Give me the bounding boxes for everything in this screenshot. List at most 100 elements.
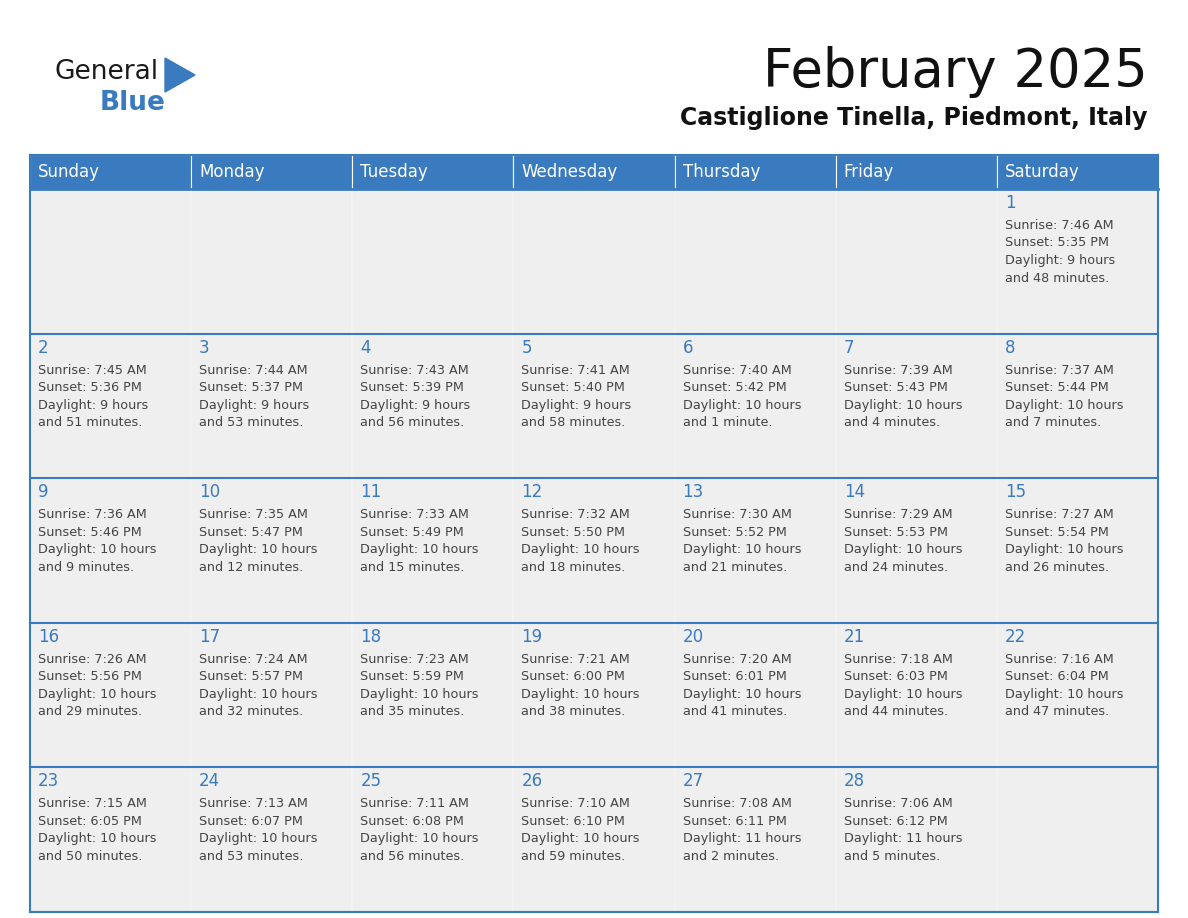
Text: 12: 12 xyxy=(522,483,543,501)
Text: Sunrise: 7:06 AM
Sunset: 6:12 PM
Daylight: 11 hours
and 5 minutes.: Sunrise: 7:06 AM Sunset: 6:12 PM Dayligh… xyxy=(843,798,962,863)
Text: 9: 9 xyxy=(38,483,49,501)
Text: Friday: Friday xyxy=(843,163,893,181)
Polygon shape xyxy=(191,767,353,912)
Text: 11: 11 xyxy=(360,483,381,501)
Text: Sunrise: 7:40 AM
Sunset: 5:42 PM
Daylight: 10 hours
and 1 minute.: Sunrise: 7:40 AM Sunset: 5:42 PM Dayligh… xyxy=(683,364,801,429)
Polygon shape xyxy=(353,333,513,478)
Polygon shape xyxy=(30,478,191,622)
Text: 15: 15 xyxy=(1005,483,1026,501)
Text: Thursday: Thursday xyxy=(683,163,760,181)
Polygon shape xyxy=(353,767,513,912)
Polygon shape xyxy=(30,333,191,478)
Text: Sunrise: 7:08 AM
Sunset: 6:11 PM
Daylight: 11 hours
and 2 minutes.: Sunrise: 7:08 AM Sunset: 6:11 PM Dayligh… xyxy=(683,798,801,863)
Text: 4: 4 xyxy=(360,339,371,356)
Text: Sunrise: 7:26 AM
Sunset: 5:56 PM
Daylight: 10 hours
and 29 minutes.: Sunrise: 7:26 AM Sunset: 5:56 PM Dayligh… xyxy=(38,653,157,718)
Polygon shape xyxy=(835,478,997,622)
Polygon shape xyxy=(513,478,675,622)
Polygon shape xyxy=(675,155,835,189)
Polygon shape xyxy=(191,155,353,189)
Polygon shape xyxy=(513,767,675,912)
Polygon shape xyxy=(353,189,513,333)
Text: 25: 25 xyxy=(360,772,381,790)
Text: 6: 6 xyxy=(683,339,693,356)
Polygon shape xyxy=(30,767,191,912)
Text: Sunrise: 7:11 AM
Sunset: 6:08 PM
Daylight: 10 hours
and 56 minutes.: Sunrise: 7:11 AM Sunset: 6:08 PM Dayligh… xyxy=(360,798,479,863)
Text: Blue: Blue xyxy=(100,90,166,116)
Text: Sunrise: 7:44 AM
Sunset: 5:37 PM
Daylight: 9 hours
and 53 minutes.: Sunrise: 7:44 AM Sunset: 5:37 PM Dayligh… xyxy=(200,364,309,429)
Text: Sunrise: 7:41 AM
Sunset: 5:40 PM
Daylight: 9 hours
and 58 minutes.: Sunrise: 7:41 AM Sunset: 5:40 PM Dayligh… xyxy=(522,364,632,429)
Text: Sunrise: 7:18 AM
Sunset: 6:03 PM
Daylight: 10 hours
and 44 minutes.: Sunrise: 7:18 AM Sunset: 6:03 PM Dayligh… xyxy=(843,653,962,718)
Text: 22: 22 xyxy=(1005,628,1026,645)
Text: Sunrise: 7:32 AM
Sunset: 5:50 PM
Daylight: 10 hours
and 18 minutes.: Sunrise: 7:32 AM Sunset: 5:50 PM Dayligh… xyxy=(522,509,640,574)
Text: 16: 16 xyxy=(38,628,59,645)
Text: 17: 17 xyxy=(200,628,220,645)
Text: 18: 18 xyxy=(360,628,381,645)
Text: Sunrise: 7:30 AM
Sunset: 5:52 PM
Daylight: 10 hours
and 21 minutes.: Sunrise: 7:30 AM Sunset: 5:52 PM Dayligh… xyxy=(683,509,801,574)
Polygon shape xyxy=(835,333,997,478)
Polygon shape xyxy=(191,478,353,622)
Text: 2: 2 xyxy=(38,339,49,356)
Polygon shape xyxy=(191,333,353,478)
Polygon shape xyxy=(675,189,835,333)
Text: 3: 3 xyxy=(200,339,210,356)
Text: Sunrise: 7:35 AM
Sunset: 5:47 PM
Daylight: 10 hours
and 12 minutes.: Sunrise: 7:35 AM Sunset: 5:47 PM Dayligh… xyxy=(200,509,317,574)
Text: 5: 5 xyxy=(522,339,532,356)
Polygon shape xyxy=(30,189,191,333)
Polygon shape xyxy=(353,478,513,622)
Text: 26: 26 xyxy=(522,772,543,790)
Polygon shape xyxy=(835,622,997,767)
Text: Sunrise: 7:16 AM
Sunset: 6:04 PM
Daylight: 10 hours
and 47 minutes.: Sunrise: 7:16 AM Sunset: 6:04 PM Dayligh… xyxy=(1005,653,1124,718)
Text: 7: 7 xyxy=(843,339,854,356)
Polygon shape xyxy=(513,622,675,767)
Polygon shape xyxy=(675,622,835,767)
Text: Sunrise: 7:37 AM
Sunset: 5:44 PM
Daylight: 10 hours
and 7 minutes.: Sunrise: 7:37 AM Sunset: 5:44 PM Dayligh… xyxy=(1005,364,1124,429)
Polygon shape xyxy=(675,478,835,622)
Polygon shape xyxy=(997,478,1158,622)
Text: Sunrise: 7:33 AM
Sunset: 5:49 PM
Daylight: 10 hours
and 15 minutes.: Sunrise: 7:33 AM Sunset: 5:49 PM Dayligh… xyxy=(360,509,479,574)
Text: Sunrise: 7:10 AM
Sunset: 6:10 PM
Daylight: 10 hours
and 59 minutes.: Sunrise: 7:10 AM Sunset: 6:10 PM Dayligh… xyxy=(522,798,640,863)
Text: Tuesday: Tuesday xyxy=(360,163,428,181)
Text: 13: 13 xyxy=(683,483,703,501)
Text: February 2025: February 2025 xyxy=(763,46,1148,98)
Polygon shape xyxy=(997,333,1158,478)
Text: Sunrise: 7:39 AM
Sunset: 5:43 PM
Daylight: 10 hours
and 4 minutes.: Sunrise: 7:39 AM Sunset: 5:43 PM Dayligh… xyxy=(843,364,962,429)
Polygon shape xyxy=(997,155,1158,189)
Text: 19: 19 xyxy=(522,628,543,645)
Polygon shape xyxy=(997,189,1158,333)
Polygon shape xyxy=(30,155,191,189)
Text: 27: 27 xyxy=(683,772,703,790)
Text: 1: 1 xyxy=(1005,194,1016,212)
Text: Sunrise: 7:27 AM
Sunset: 5:54 PM
Daylight: 10 hours
and 26 minutes.: Sunrise: 7:27 AM Sunset: 5:54 PM Dayligh… xyxy=(1005,509,1124,574)
Text: 10: 10 xyxy=(200,483,220,501)
Text: 14: 14 xyxy=(843,483,865,501)
Polygon shape xyxy=(513,155,675,189)
Polygon shape xyxy=(30,622,191,767)
Polygon shape xyxy=(835,767,997,912)
Text: Sunrise: 7:15 AM
Sunset: 6:05 PM
Daylight: 10 hours
and 50 minutes.: Sunrise: 7:15 AM Sunset: 6:05 PM Dayligh… xyxy=(38,798,157,863)
Text: 28: 28 xyxy=(843,772,865,790)
Text: Sunrise: 7:24 AM
Sunset: 5:57 PM
Daylight: 10 hours
and 32 minutes.: Sunrise: 7:24 AM Sunset: 5:57 PM Dayligh… xyxy=(200,653,317,718)
Text: Saturday: Saturday xyxy=(1005,163,1080,181)
Polygon shape xyxy=(353,155,513,189)
Polygon shape xyxy=(191,622,353,767)
Text: Sunrise: 7:20 AM
Sunset: 6:01 PM
Daylight: 10 hours
and 41 minutes.: Sunrise: 7:20 AM Sunset: 6:01 PM Dayligh… xyxy=(683,653,801,718)
Text: Sunrise: 7:23 AM
Sunset: 5:59 PM
Daylight: 10 hours
and 35 minutes.: Sunrise: 7:23 AM Sunset: 5:59 PM Dayligh… xyxy=(360,653,479,718)
Polygon shape xyxy=(513,189,675,333)
Text: Castiglione Tinella, Piedmont, Italy: Castiglione Tinella, Piedmont, Italy xyxy=(681,106,1148,130)
Text: Sunrise: 7:46 AM
Sunset: 5:35 PM
Daylight: 9 hours
and 48 minutes.: Sunrise: 7:46 AM Sunset: 5:35 PM Dayligh… xyxy=(1005,219,1116,285)
Polygon shape xyxy=(353,622,513,767)
Polygon shape xyxy=(513,333,675,478)
Text: Sunrise: 7:29 AM
Sunset: 5:53 PM
Daylight: 10 hours
and 24 minutes.: Sunrise: 7:29 AM Sunset: 5:53 PM Dayligh… xyxy=(843,509,962,574)
Text: Wednesday: Wednesday xyxy=(522,163,618,181)
Polygon shape xyxy=(997,622,1158,767)
Polygon shape xyxy=(835,189,997,333)
Text: Sunday: Sunday xyxy=(38,163,100,181)
Text: 20: 20 xyxy=(683,628,703,645)
Text: Sunrise: 7:43 AM
Sunset: 5:39 PM
Daylight: 9 hours
and 56 minutes.: Sunrise: 7:43 AM Sunset: 5:39 PM Dayligh… xyxy=(360,364,470,429)
Text: Sunrise: 7:36 AM
Sunset: 5:46 PM
Daylight: 10 hours
and 9 minutes.: Sunrise: 7:36 AM Sunset: 5:46 PM Dayligh… xyxy=(38,509,157,574)
Text: 8: 8 xyxy=(1005,339,1016,356)
Polygon shape xyxy=(165,58,195,92)
Text: Sunrise: 7:13 AM
Sunset: 6:07 PM
Daylight: 10 hours
and 53 minutes.: Sunrise: 7:13 AM Sunset: 6:07 PM Dayligh… xyxy=(200,798,317,863)
Text: Sunrise: 7:45 AM
Sunset: 5:36 PM
Daylight: 9 hours
and 51 minutes.: Sunrise: 7:45 AM Sunset: 5:36 PM Dayligh… xyxy=(38,364,148,429)
Polygon shape xyxy=(997,767,1158,912)
